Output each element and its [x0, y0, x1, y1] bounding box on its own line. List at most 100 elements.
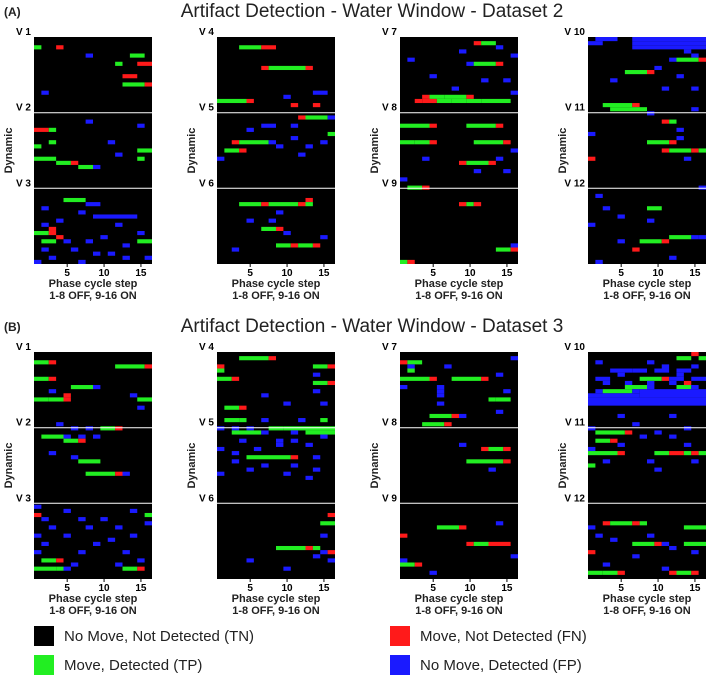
volunteer-label: V 10 [564, 27, 585, 38]
heatmap-cell-fp [595, 259, 603, 264]
heatmap-cell-tp [698, 451, 707, 456]
x-axis-label-line2: 1-8 OFF, 9-16 ON [415, 290, 502, 302]
heatmap-cell-fp [661, 566, 670, 571]
heatmap-cell-fp [617, 239, 625, 244]
heatmap-cell-fp [595, 360, 603, 365]
heatmap-cell-tp [239, 356, 269, 361]
heatmap-cell-tp [78, 164, 93, 170]
heatmap-cell-tp [669, 235, 692, 240]
heatmap-cell-fn [429, 123, 437, 128]
heatmap-cell-fp [602, 380, 611, 386]
heatmap-cell-tp [624, 70, 648, 75]
heatmap-cell-fp [595, 193, 603, 198]
heatmap-cell-fp [691, 53, 699, 58]
heatmap-cell-tp [676, 570, 692, 575]
heatmap-cell-tp [436, 98, 452, 104]
heatmap-cell-tp [305, 115, 328, 120]
volunteer-label: V 7 [382, 342, 397, 353]
heatmap-cell-tp [239, 45, 262, 50]
x-tick-label: 10 [465, 583, 477, 594]
heatmap-cell-fp [436, 393, 445, 398]
heatmap-cell-fp [683, 49, 692, 54]
heatmap-cell-fn [312, 243, 321, 248]
heatmap-cell-fn [617, 451, 625, 456]
heatmap-background [400, 37, 518, 264]
heatmap-cell-fp [78, 434, 86, 439]
heatmap-cell-fp [70, 247, 79, 252]
heatmap-cell-tp [588, 570, 603, 575]
heatmap-cell-fp [320, 235, 328, 240]
heatmap-cell-fp [290, 123, 299, 128]
x-tick-label: 5 [64, 268, 70, 279]
heatmap-cell-fp [407, 57, 415, 62]
heatmap-cell-fp [34, 533, 42, 538]
heatmap-cell-tp [451, 376, 482, 381]
heatmap-cell-fp [276, 210, 284, 215]
heatmap-cell-fp [246, 426, 254, 431]
heatmap-cell-tp [444, 94, 467, 99]
heatmap-cell-fp [588, 446, 596, 452]
heatmap-cell-fn [691, 451, 699, 456]
heatmap-cell-fp [261, 430, 269, 435]
heatmap-cell-fn [70, 160, 79, 165]
volunteer-label: V 10 [564, 342, 585, 353]
heatmap-cell-fp [683, 442, 692, 447]
heatmap-cell-fp [115, 152, 123, 157]
heatmap-cell-fp [41, 247, 49, 252]
heatmap-cell-tp [595, 430, 625, 435]
y-axis-label: Dynamic [186, 443, 198, 489]
heatmap-cell-fn [400, 360, 408, 365]
heatmap-cell-fp [312, 372, 321, 377]
heatmap-cell-fp [676, 372, 684, 377]
heatmap-cell-fn [261, 202, 269, 207]
heatmap-cell-tp [610, 107, 648, 112]
legend: No Move, Not Detected (TN) Move, Not Det… [0, 618, 709, 678]
heatmap-cell-fp [669, 57, 677, 62]
heatmap-cell-fp [217, 156, 225, 161]
heatmap-cell-tp [122, 82, 145, 87]
heatmap-cell-fn [444, 422, 452, 427]
heatmap-cell-tp [298, 243, 313, 248]
heatmap-cell-fp [312, 90, 328, 95]
legend-label-fp: No Move, Detected (FP) [420, 656, 582, 674]
heatmap-cell-fp [624, 380, 633, 386]
volunteer-label: V 3 [16, 178, 31, 189]
x-tick-label: 10 [282, 583, 294, 594]
heatmap-cell-fn [414, 562, 423, 567]
heatmap-cell-tp [698, 356, 707, 361]
heatmap-cell-fn [400, 533, 408, 538]
heatmap-cell-fp [588, 525, 596, 530]
heatmap-cell-fp [78, 550, 86, 555]
heatmap-cell-tp [588, 451, 618, 456]
heatmap-cell-tp [451, 98, 467, 104]
heatmap-cell-tp [320, 521, 335, 526]
heatmap-cell-fn [624, 430, 633, 435]
heatmap-cell-tp [407, 185, 423, 190]
heatmap-cell-fn [459, 160, 467, 165]
heatmap-cell-tp [473, 541, 489, 546]
heatmap-cell-fp [320, 140, 328, 145]
heatmap-cell-fp [669, 376, 684, 381]
heatmap-cell-fp [283, 401, 291, 406]
heatmap-cell-fp [34, 504, 42, 509]
heatmap-cell-tp [407, 368, 415, 373]
heatmap-cell-fp [70, 562, 79, 567]
heatmap-cell-fp [115, 222, 123, 227]
heatmap-cell-fp [588, 397, 706, 406]
heatmap-cell-fn [503, 459, 511, 464]
heatmap-cell-tp [34, 566, 57, 571]
heatmap-cell-fp [107, 140, 116, 145]
x-tick-label: 5 [247, 268, 253, 279]
heatmap-cell-tp [429, 413, 452, 419]
heatmap-cell-fp [639, 389, 707, 398]
heatmap-cell-fn [422, 94, 430, 99]
legend-item-tp: Move, Detected (TP) [34, 655, 202, 675]
x-tick-label: 15 [135, 268, 147, 279]
heatmap-cell-fp [429, 74, 437, 79]
heatmap-cell-fp [647, 380, 655, 386]
heatmap-cell-tp [276, 243, 291, 248]
heatmap-cell-fp [261, 393, 269, 398]
y-axis-label: Dynamic [557, 443, 569, 489]
x-tick-label: 10 [282, 268, 294, 279]
